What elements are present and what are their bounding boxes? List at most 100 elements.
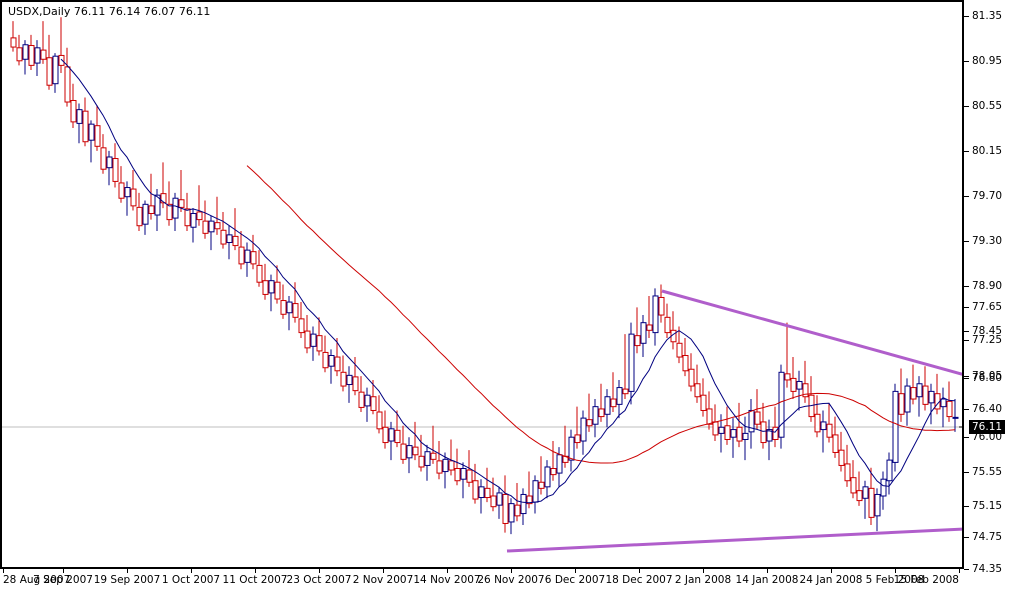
candle-body	[238, 246, 245, 265]
date-tick	[63, 569, 64, 573]
price-tick	[964, 340, 969, 341]
candle-body	[706, 408, 713, 425]
candle-body	[208, 220, 215, 233]
date-tick-label: 24 Jan 2008	[799, 574, 863, 586]
candle-body	[598, 408, 605, 418]
moving-average-slow	[246, 165, 956, 464]
date-tick-label: 19 Sep 2007	[93, 574, 161, 586]
date-tick-label: 6 Dec 2007	[544, 574, 606, 586]
candle-body	[880, 478, 887, 497]
price-tick	[964, 106, 969, 107]
price-tick	[964, 331, 969, 332]
candle-body	[298, 318, 305, 334]
candle-body	[772, 426, 779, 440]
candle-body	[928, 390, 935, 404]
price-tick-label: 77.65	[972, 301, 1003, 313]
candle-body	[526, 495, 533, 505]
candle-body	[568, 436, 575, 461]
candle-body	[814, 413, 821, 433]
candle-body	[724, 425, 731, 440]
candle-body	[550, 468, 557, 476]
price-tick	[964, 307, 969, 308]
candle-body	[736, 426, 743, 442]
price-tick-label: 80.15	[972, 145, 1003, 157]
candle-body	[160, 193, 167, 204]
price-tick	[964, 61, 969, 62]
candle-body	[70, 99, 77, 123]
date-tick	[3, 569, 4, 573]
date-tick	[447, 569, 448, 573]
price-tick-label: 76.00	[972, 431, 1003, 443]
candle-body	[766, 429, 773, 442]
support-trendline	[506, 527, 962, 553]
candle-body	[628, 333, 635, 392]
candle-body	[412, 446, 419, 456]
candle-body	[310, 333, 317, 347]
candle-body	[28, 45, 35, 66]
price-tick-label: 78.45	[972, 325, 1003, 337]
candle-body	[616, 387, 623, 405]
candle-body	[346, 374, 353, 386]
candle-body	[790, 377, 797, 392]
price-tick-label: 80.95	[972, 55, 1003, 67]
candle-body	[172, 197, 179, 219]
candle-body	[148, 205, 155, 214]
date-tick-label: 5 Feb 2008	[865, 574, 925, 586]
candle-body	[256, 264, 263, 283]
date-tick	[703, 569, 704, 573]
chart-plot-area[interactable]: USDX,Daily 76.11 76.14 76.07 76.11	[0, 0, 964, 569]
candle-body	[886, 459, 893, 482]
candle-body	[130, 188, 137, 207]
candle-body	[832, 434, 839, 453]
candle-body	[286, 301, 293, 314]
candle-body	[508, 503, 515, 523]
candle-body	[838, 449, 845, 466]
candle-body	[796, 380, 803, 390]
candle-body	[694, 383, 701, 398]
candle-body	[496, 492, 503, 506]
date-tick	[255, 569, 256, 573]
candle-body	[748, 409, 755, 433]
candle-body	[844, 463, 851, 482]
price-tick-label: 79.70	[972, 190, 1003, 202]
price-tick	[964, 569, 969, 570]
candle-body	[742, 432, 749, 440]
price-tick	[964, 16, 969, 17]
candle-body	[478, 486, 485, 499]
price-tick	[964, 376, 969, 377]
candle-body	[850, 477, 857, 494]
candle-body	[460, 468, 467, 480]
candle-body	[634, 335, 641, 347]
price-tick-label: 81.35	[972, 10, 1003, 22]
price-tick	[964, 537, 969, 538]
candle-body	[142, 203, 149, 225]
candle-body	[52, 55, 59, 85]
candle-body	[328, 355, 335, 367]
candle-body	[514, 504, 521, 517]
date-tick	[767, 569, 768, 573]
candle-body	[640, 322, 647, 344]
candle-body	[622, 388, 629, 395]
candle-body	[922, 385, 929, 405]
date-tick-label: 7 Sep 2007	[33, 574, 93, 586]
candle-body	[22, 44, 29, 60]
candle-body	[358, 391, 365, 408]
candle-body	[40, 49, 47, 60]
candle-body	[904, 385, 911, 413]
price-tick-label: 74.35	[972, 563, 1003, 575]
price-tick	[964, 409, 969, 410]
candle-body	[760, 421, 767, 444]
candle-body	[676, 342, 683, 358]
date-tick	[959, 569, 960, 573]
candle-body	[34, 47, 41, 64]
candle-body	[136, 206, 143, 227]
candle-body	[262, 280, 269, 295]
date-axis[interactable]: 28 Aug 2007 7 Sep 2007 19 Sep 2007 1 Oct 20…	[0, 569, 964, 590]
price-axis[interactable]: 81.35 80.95 80.55 80.15 79.70 79.30 78.90 78.45…	[964, 0, 1014, 590]
candle-body	[274, 281, 281, 300]
candle-body	[292, 303, 299, 318]
candle-body	[946, 400, 953, 418]
candle-body	[364, 394, 371, 407]
candle-body	[490, 495, 497, 508]
date-tick	[831, 569, 832, 573]
